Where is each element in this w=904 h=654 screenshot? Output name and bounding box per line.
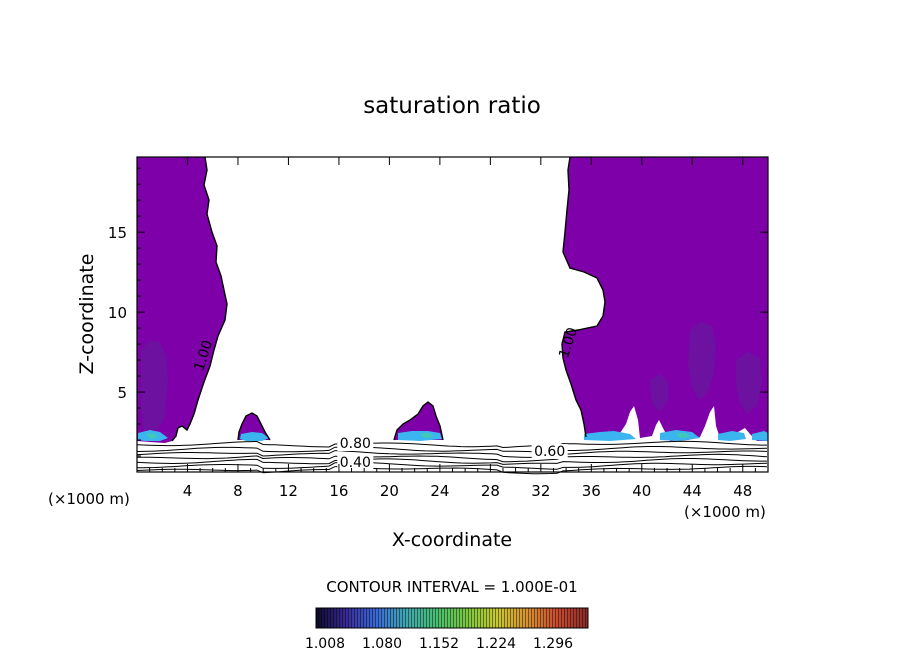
saturation-maxima [138, 430, 768, 441]
contour-label-bg [531, 444, 568, 460]
x-tick-label: 16 [329, 482, 348, 500]
maxima-3 [398, 431, 442, 441]
colorbar-tick-label: 1.296 [533, 636, 573, 652]
saturated-region-right [562, 157, 768, 441]
plot-area: 1.00 1.000.80 0.600.40 [136, 156, 768, 475]
colorbar-stripes [316, 608, 588, 628]
y-tick-label: 5 [117, 384, 127, 402]
colorbar: 1.008 1.080 1.152 1.224 1.296 [305, 607, 589, 652]
colorbar-tick-label: 1.152 [419, 636, 459, 652]
maxima-inner-1 [146, 433, 158, 439]
low-contour-line [136, 458, 767, 465]
contour-interval: CONTOUR INTERVAL = 1.000E-01 [326, 578, 577, 596]
outline-right [561, 156, 606, 438]
maxima-6 [718, 431, 746, 441]
colorbar-labels: 1.008 1.080 1.152 1.224 1.296 [305, 636, 573, 652]
x-tick-label: 44 [683, 482, 702, 500]
y-axis-label: Z-coordinate [76, 254, 98, 375]
x-tick-label: 40 [632, 482, 651, 500]
chart-title: saturation ratio [363, 93, 541, 119]
x-unit-label: (×1000 m) [684, 503, 766, 521]
contour-label: 0.60 [534, 444, 565, 460]
low-contour-line [136, 440, 767, 449]
x-tick-label: 28 [481, 482, 500, 500]
contour-labels: 1.00 1.000.80 0.600.40 [191, 326, 581, 472]
shade-right-3 [650, 374, 668, 412]
low-contour-line [137, 453, 768, 463]
contour-label: 0.80 [340, 436, 371, 452]
outline-left [171, 156, 228, 442]
x-tick-label: 20 [380, 482, 399, 500]
shade-right-1 [688, 322, 716, 400]
maxima-inner-2 [420, 433, 434, 438]
x-tick-label: 8 [233, 482, 243, 500]
colorbar-tick-label: 1.080 [362, 636, 402, 652]
contour-outlines [171, 156, 606, 442]
x-tick-label: 12 [279, 482, 298, 500]
saturated-region-hill-23 [394, 402, 443, 440]
colorbar-tick-label: 1.008 [305, 636, 345, 652]
low-contour-line [136, 450, 768, 458]
shade-right-2 [736, 352, 762, 414]
x-tick-label: 4 [183, 482, 193, 500]
outline-hill-23 [393, 401, 444, 441]
y-tick-label: 10 [108, 304, 127, 322]
contour-label-bg [337, 455, 374, 471]
colorbar-frame [315, 607, 589, 629]
colorbar-tick-label: 1.224 [476, 636, 516, 652]
maxima-inner-3 [676, 433, 690, 438]
x-tick-label: 36 [582, 482, 601, 500]
y-axis: 5 10 15 [108, 167, 768, 457]
x-axis-label: X-coordinate [392, 529, 512, 551]
low-contour-line [137, 461, 768, 470]
contour-label-bg [337, 436, 374, 452]
x-axis: 4 8 12 16 20 24 28 32 36 40 44 48 [149, 157, 756, 500]
y-tick-label: 15 [108, 224, 127, 242]
contour-label: 0.40 [340, 455, 371, 471]
x-tick-label: 24 [430, 482, 449, 500]
shade-left [141, 340, 168, 430]
x-tick-label: 32 [531, 482, 550, 500]
maxima-4 [584, 431, 636, 441]
maxima-2 [240, 432, 269, 441]
low-contour-line [136, 446, 768, 454]
z-unit-label: (×1000 m) [48, 490, 130, 508]
x-tick-label: 48 [733, 482, 752, 500]
maxima-7 [752, 431, 768, 441]
outline-hill-10 [237, 412, 271, 441]
